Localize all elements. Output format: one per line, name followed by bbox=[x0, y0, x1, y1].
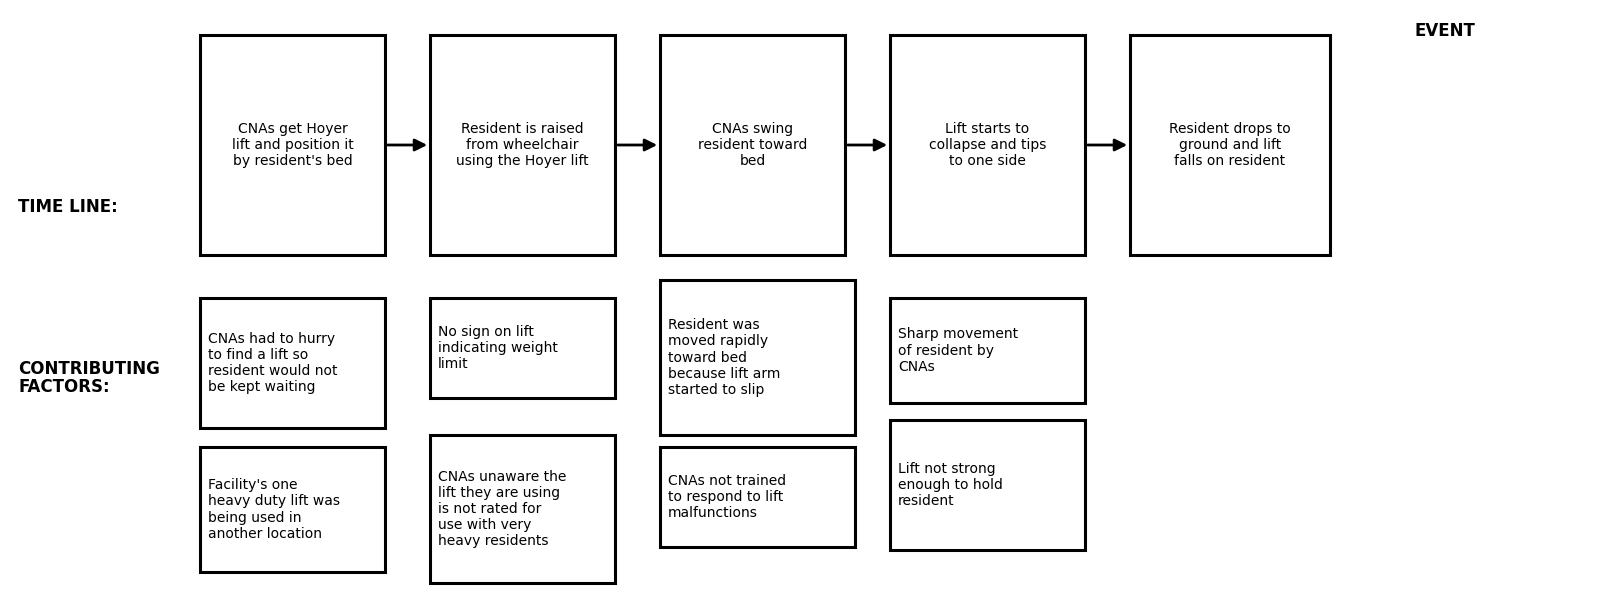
Text: CNAs get Hoyer
lift and position it
by resident's bed: CNAs get Hoyer lift and position it by r… bbox=[232, 122, 354, 168]
Text: CNAs had to hurry
to find a lift so
resident would not
be kept waiting: CNAs had to hurry to find a lift so resi… bbox=[208, 332, 338, 394]
Bar bbox=[891, 298, 1085, 403]
Text: Facility's one
heavy duty lift was
being used in
another location: Facility's one heavy duty lift was being… bbox=[208, 478, 340, 541]
Bar bbox=[200, 447, 384, 572]
Text: Lift starts to
collapse and tips
to one side: Lift starts to collapse and tips to one … bbox=[929, 122, 1046, 168]
Text: CNAs not trained
to respond to lift
malfunctions: CNAs not trained to respond to lift malf… bbox=[668, 474, 787, 520]
Text: FACTORS:: FACTORS: bbox=[18, 378, 109, 396]
Bar bbox=[1129, 35, 1330, 255]
Bar bbox=[429, 298, 615, 398]
Text: Resident is raised
from wheelchair
using the Hoyer lift: Resident is raised from wheelchair using… bbox=[457, 122, 590, 168]
Text: Lift not strong
enough to hold
resident: Lift not strong enough to hold resident bbox=[899, 462, 1003, 508]
Bar bbox=[660, 447, 855, 547]
Bar bbox=[891, 35, 1085, 255]
Bar bbox=[660, 280, 855, 435]
Text: Resident was
moved rapidly
toward bed
because lift arm
started to slip: Resident was moved rapidly toward bed be… bbox=[668, 318, 780, 397]
Text: EVENT: EVENT bbox=[1415, 22, 1475, 40]
Text: TIME LINE:: TIME LINE: bbox=[18, 198, 119, 216]
Bar bbox=[891, 420, 1085, 550]
Text: CNAs unaware the
lift they are using
is not rated for
use with very
heavy reside: CNAs unaware the lift they are using is … bbox=[437, 470, 567, 548]
Bar bbox=[660, 35, 844, 255]
Text: Sharp movement
of resident by
CNAs: Sharp movement of resident by CNAs bbox=[899, 328, 1019, 374]
Bar bbox=[429, 435, 615, 583]
Text: No sign on lift
indicating weight
limit: No sign on lift indicating weight limit bbox=[437, 325, 557, 371]
Text: Resident drops to
ground and lift
falls on resident: Resident drops to ground and lift falls … bbox=[1169, 122, 1291, 168]
Bar bbox=[429, 35, 615, 255]
Bar bbox=[200, 298, 384, 428]
Bar bbox=[200, 35, 384, 255]
Text: CNAs swing
resident toward
bed: CNAs swing resident toward bed bbox=[698, 122, 807, 168]
Text: CONTRIBUTING: CONTRIBUTING bbox=[18, 360, 160, 378]
